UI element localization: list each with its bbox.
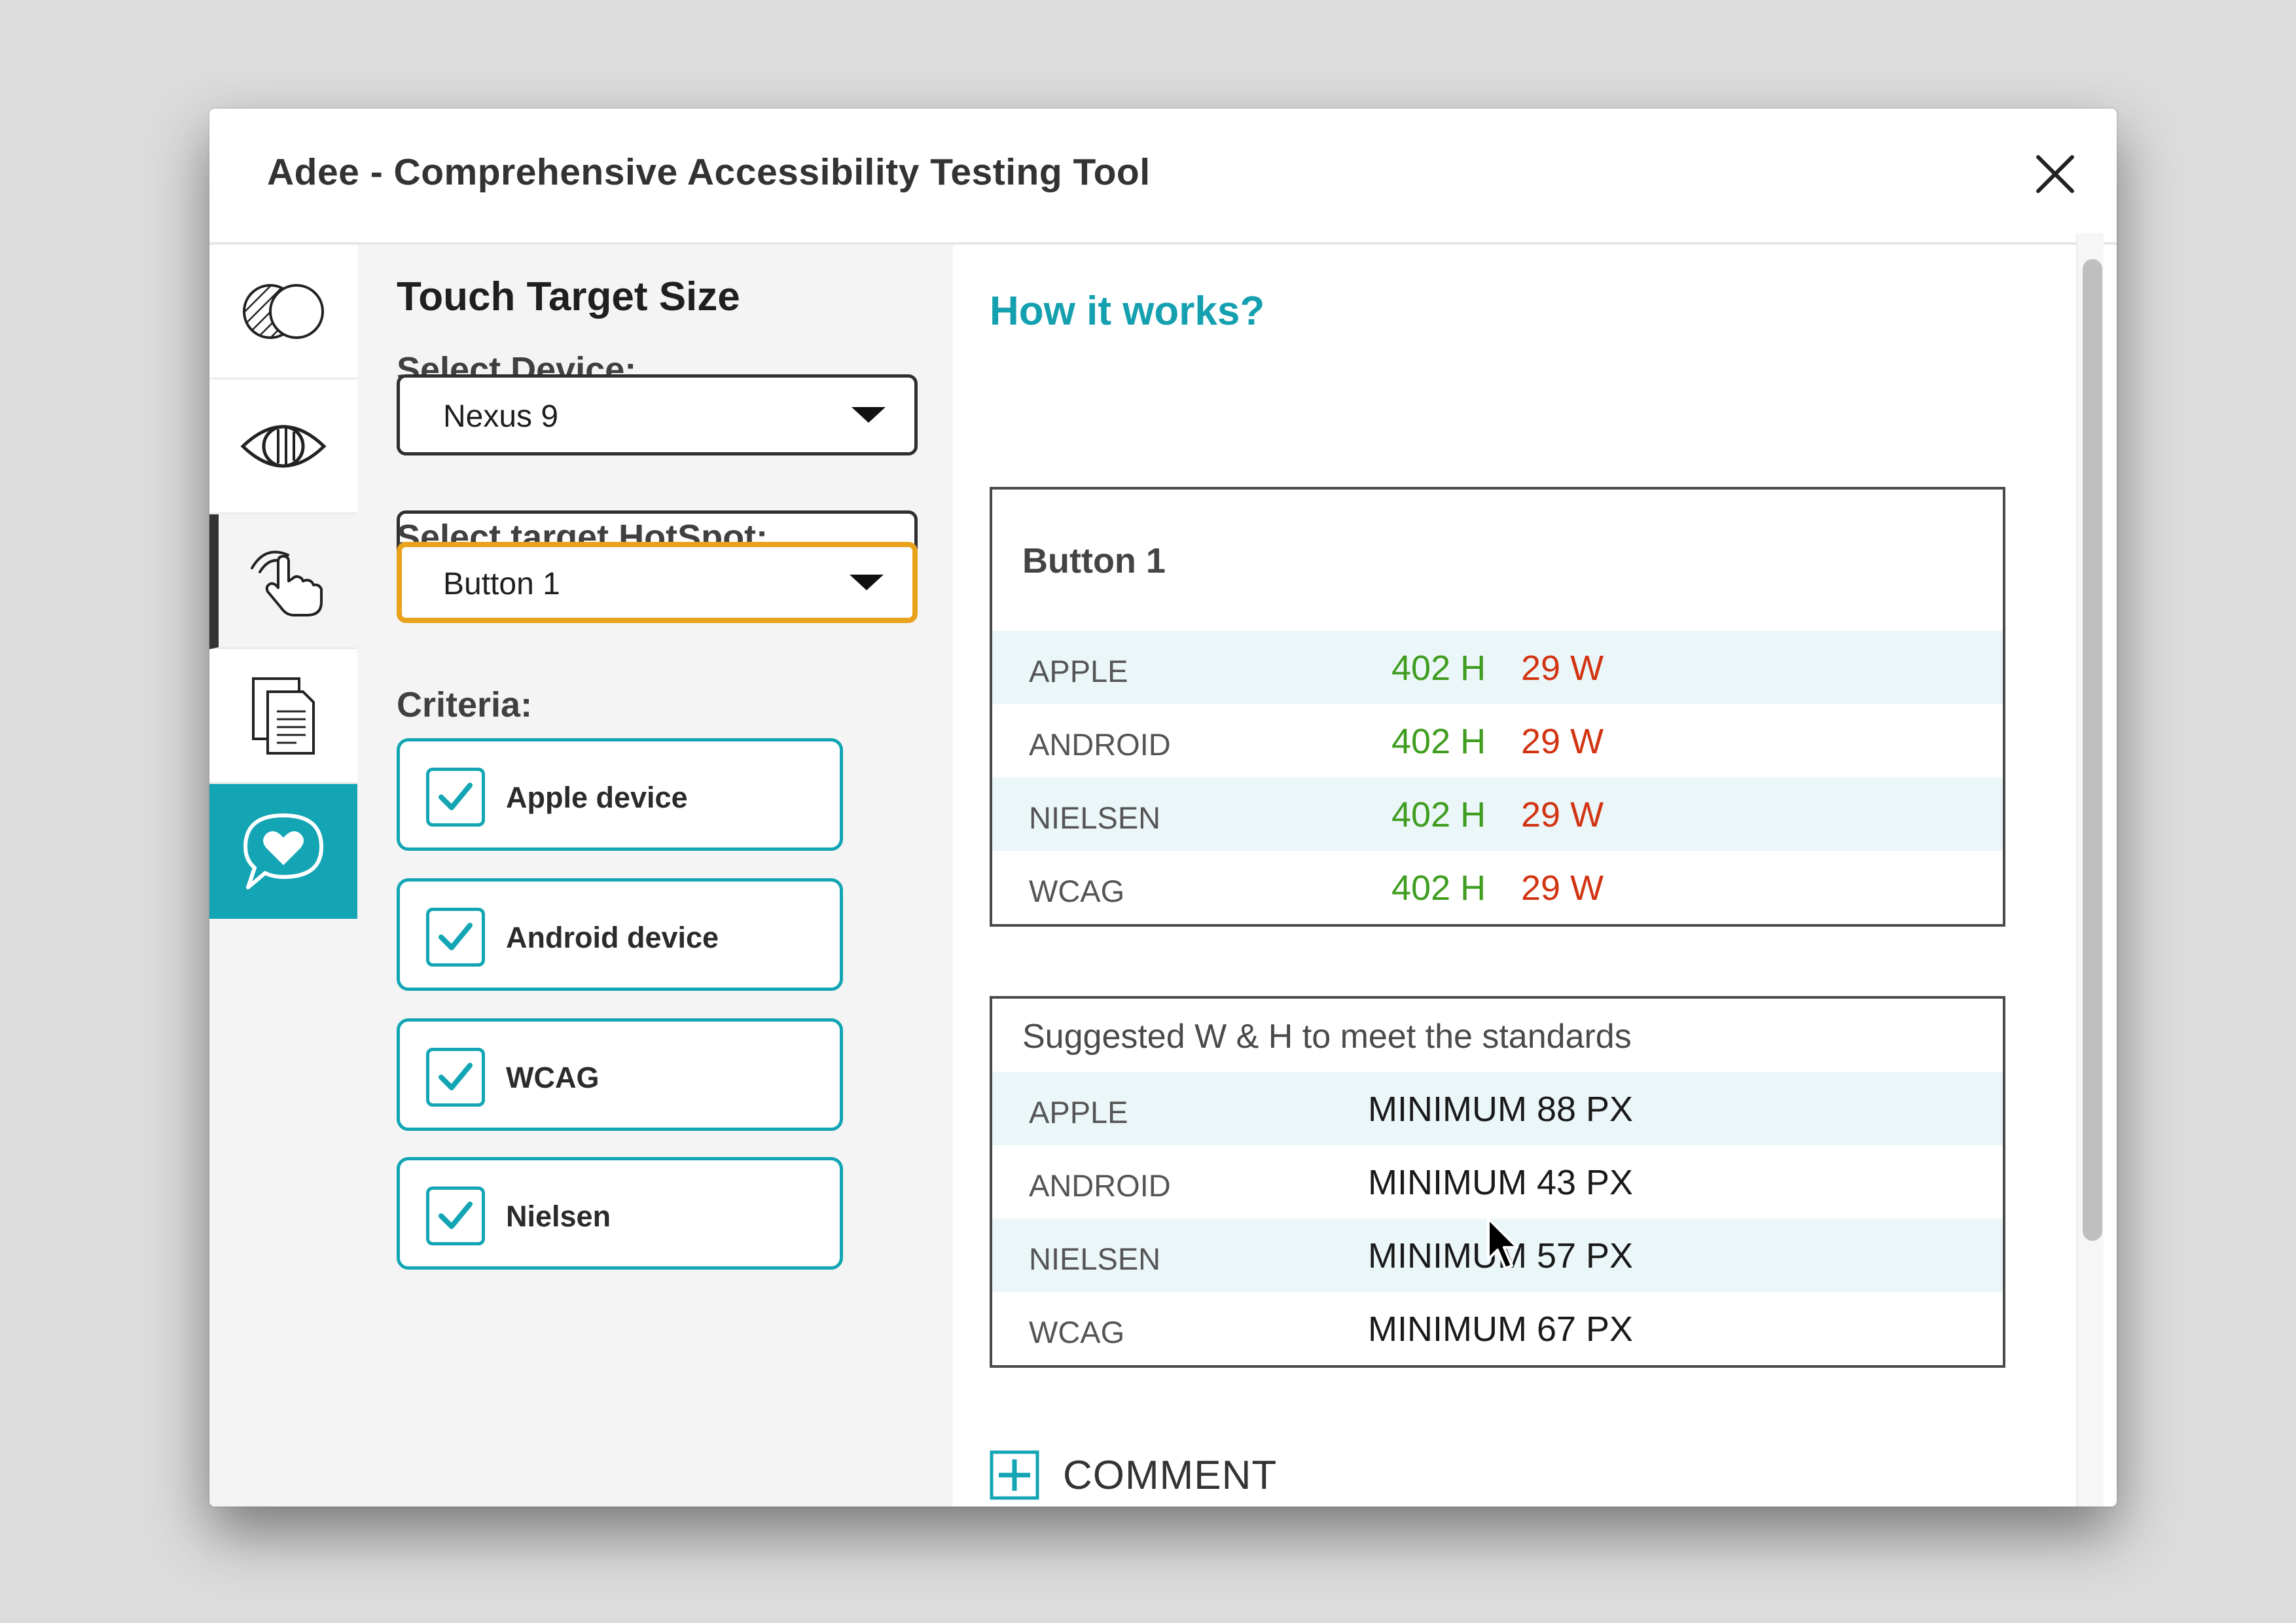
row-label: APPLE	[1029, 1095, 1128, 1130]
rail-item-touch-target[interactable]	[209, 514, 357, 649]
suggested-table: Suggested W & H to meet the standards AP…	[990, 996, 2005, 1368]
row-label: WCAG	[1029, 1315, 1125, 1349]
row-label: ANDROID	[1029, 1168, 1171, 1203]
criteria-label: Criteria:	[397, 685, 533, 724]
minimum-value: MINIMUM 67 PX	[1368, 1310, 1634, 1349]
table-row: ANDROID MINIMUM 43 PX	[992, 1145, 2003, 1219]
checkbox-wcag[interactable]	[426, 1048, 485, 1107]
width-value: 29 W	[1521, 868, 1604, 908]
rail-item-contrast[interactable]	[209, 245, 357, 380]
chevron-down-icon	[852, 407, 886, 423]
results-table: Button 1 APPLE 402 H 29 W ANDROID 402 H …	[990, 487, 2005, 927]
rail-item-feedback[interactable]	[209, 784, 357, 919]
hotspot-dropdown[interactable]: Button 1	[397, 542, 918, 623]
add-comment-button[interactable]: COMMENT	[990, 1449, 1277, 1501]
hotspot-dropdown-value: Button 1	[443, 567, 560, 601]
criteria-android[interactable]: Android device	[397, 878, 843, 991]
scrollbar-thumb[interactable]	[2083, 259, 2102, 1241]
criteria-wcag-label: WCAG	[506, 1061, 600, 1094]
criteria-apple-label: Apple device	[506, 781, 688, 814]
contrast-icon	[243, 283, 324, 339]
panel-title: Touch Target Size	[397, 274, 740, 319]
row-label: APPLE	[1029, 654, 1128, 688]
tool-rail	[209, 245, 357, 1507]
row-label: WCAG	[1029, 874, 1125, 908]
chevron-down-icon	[850, 575, 884, 590]
criteria-nielsen-label: Nielsen	[506, 1200, 611, 1233]
results-panel: How it works? Button 1 APPLE 402 H 29 W …	[953, 245, 2076, 1507]
check-icon	[439, 1063, 473, 1090]
minimum-value: MINIMUM 43 PX	[1368, 1163, 1634, 1202]
app-window: Adee - Comprehensive Accessibility Testi…	[209, 109, 2117, 1507]
mouse-pointer-icon	[1487, 1217, 1518, 1270]
results-title: Button 1	[1022, 541, 1166, 580]
table-row: ANDROID 402 H 29 W	[992, 704, 2003, 777]
check-icon	[439, 783, 473, 810]
height-value: 402 H	[1391, 868, 1486, 908]
close-icon[interactable]	[2029, 148, 2081, 200]
rail-item-vision[interactable]	[209, 380, 357, 514]
checkbox-android[interactable]	[426, 908, 485, 967]
criteria-wcag[interactable]: WCAG	[397, 1018, 843, 1131]
plus-icon	[990, 1450, 1039, 1500]
table-row: APPLE MINIMUM 88 PX	[992, 1072, 2003, 1145]
suggested-title: Suggested W & H to meet the standards	[1022, 1018, 1632, 1056]
checkbox-nielsen[interactable]	[426, 1186, 485, 1245]
check-icon	[439, 1202, 473, 1229]
width-value: 29 W	[1521, 795, 1604, 834]
comment-label: COMMENT	[1063, 1452, 1278, 1498]
table-row: APPLE 402 H 29 W	[992, 631, 2003, 704]
document-icon	[252, 677, 315, 755]
window-title: Adee - Comprehensive Accessibility Testi…	[267, 151, 1151, 193]
table-row: NIELSEN 402 H 29 W	[992, 777, 2003, 851]
row-label: ANDROID	[1029, 727, 1171, 762]
minimum-value: MINIMUM 88 PX	[1368, 1090, 1634, 1129]
width-value: 29 W	[1521, 649, 1604, 688]
rail-item-document[interactable]	[209, 649, 357, 784]
height-value: 402 H	[1391, 795, 1486, 834]
title-bar: Adee - Comprehensive Accessibility Testi…	[209, 109, 2117, 245]
checkbox-apple[interactable]	[426, 768, 485, 827]
eye-icon	[240, 425, 327, 467]
height-value: 402 H	[1391, 722, 1486, 761]
row-label: NIELSEN	[1029, 800, 1161, 835]
table-row: WCAG MINIMUM 67 PX	[992, 1292, 2003, 1365]
row-label: NIELSEN	[1029, 1241, 1161, 1276]
criteria-android-label: Android device	[506, 921, 719, 954]
criteria-apple[interactable]: Apple device	[397, 738, 843, 851]
criteria-nielsen[interactable]: Nielsen	[397, 1157, 843, 1270]
width-value: 29 W	[1521, 722, 1604, 761]
table-row: WCAG 402 H 29 W	[992, 851, 2003, 924]
device-dropdown-value: Nexus 9	[443, 399, 559, 434]
height-value: 402 H	[1391, 649, 1486, 688]
device-dropdown[interactable]: Nexus 9	[397, 374, 918, 455]
check-icon	[439, 923, 473, 950]
how-it-works-link[interactable]: How it works?	[990, 289, 1265, 334]
touch-hand-icon	[251, 550, 323, 616]
heart-chat-icon	[243, 813, 323, 889]
